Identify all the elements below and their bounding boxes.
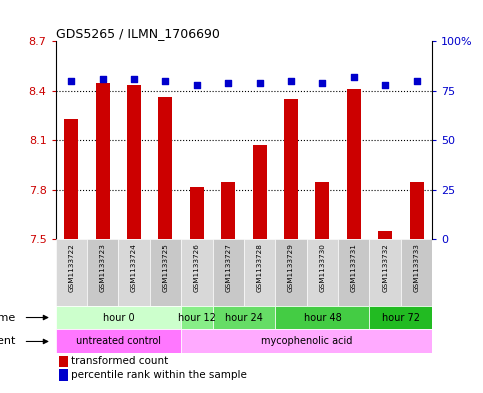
Point bbox=[99, 76, 107, 82]
Text: transformed count: transformed count bbox=[71, 356, 169, 366]
Bar bbox=[118, 239, 150, 305]
Text: GSM1133728: GSM1133728 bbox=[256, 243, 263, 292]
Point bbox=[412, 78, 420, 84]
Text: hour 12: hour 12 bbox=[178, 312, 216, 323]
Text: agent: agent bbox=[0, 336, 16, 347]
Point bbox=[350, 74, 357, 80]
Point bbox=[193, 82, 201, 88]
Bar bbox=[127, 85, 141, 239]
Bar bbox=[158, 97, 172, 239]
Text: GSM1133724: GSM1133724 bbox=[131, 243, 137, 292]
Text: GSM1133722: GSM1133722 bbox=[68, 243, 74, 292]
Text: GSM1133733: GSM1133733 bbox=[413, 243, 420, 292]
Bar bbox=[244, 239, 275, 305]
Bar bbox=[221, 182, 235, 239]
Bar bbox=[284, 99, 298, 239]
Point bbox=[224, 80, 232, 86]
Bar bbox=[181, 329, 432, 353]
Text: hour 0: hour 0 bbox=[102, 312, 134, 323]
Text: GDS5265 / ILMN_1706690: GDS5265 / ILMN_1706690 bbox=[56, 27, 219, 40]
Bar bbox=[213, 239, 244, 305]
Bar bbox=[56, 329, 181, 353]
Text: GSM1133729: GSM1133729 bbox=[288, 243, 294, 292]
Bar bbox=[275, 305, 369, 329]
Bar bbox=[213, 305, 275, 329]
Text: time: time bbox=[0, 312, 16, 323]
Bar bbox=[378, 231, 392, 239]
Point bbox=[256, 80, 264, 86]
Text: hour 24: hour 24 bbox=[225, 312, 263, 323]
Text: GSM1133723: GSM1133723 bbox=[99, 243, 106, 292]
Bar bbox=[181, 305, 213, 329]
Bar bbox=[338, 239, 369, 305]
Text: percentile rank within the sample: percentile rank within the sample bbox=[71, 370, 247, 380]
Text: GSM1133725: GSM1133725 bbox=[162, 243, 169, 292]
Text: GSM1133730: GSM1133730 bbox=[319, 243, 326, 292]
Bar bbox=[410, 182, 424, 239]
Text: GSM1133726: GSM1133726 bbox=[194, 243, 200, 292]
Point bbox=[319, 80, 327, 86]
Text: untreated control: untreated control bbox=[76, 336, 161, 347]
Point bbox=[287, 78, 295, 84]
Point bbox=[382, 82, 389, 88]
Text: GSM1133732: GSM1133732 bbox=[382, 243, 388, 292]
Bar bbox=[59, 369, 68, 381]
Text: hour 48: hour 48 bbox=[303, 312, 341, 323]
Text: GSM1133731: GSM1133731 bbox=[351, 243, 357, 292]
Bar bbox=[64, 119, 78, 239]
Bar bbox=[401, 239, 432, 305]
Text: GSM1133727: GSM1133727 bbox=[225, 243, 231, 292]
Bar bbox=[190, 187, 204, 239]
Bar bbox=[59, 356, 68, 367]
Bar bbox=[96, 83, 110, 239]
Bar bbox=[150, 239, 181, 305]
Point bbox=[161, 78, 170, 84]
Bar bbox=[56, 305, 181, 329]
Bar bbox=[307, 239, 338, 305]
Bar bbox=[315, 182, 329, 239]
Bar bbox=[253, 145, 267, 239]
Bar bbox=[87, 239, 118, 305]
Bar bbox=[181, 239, 213, 305]
Bar bbox=[369, 239, 401, 305]
Point bbox=[130, 76, 138, 82]
Point bbox=[68, 78, 75, 84]
Bar bbox=[369, 305, 432, 329]
Bar bbox=[275, 239, 307, 305]
Text: mycophenolic acid: mycophenolic acid bbox=[261, 336, 353, 347]
Bar bbox=[56, 239, 87, 305]
Text: hour 72: hour 72 bbox=[382, 312, 420, 323]
Bar bbox=[347, 89, 361, 239]
